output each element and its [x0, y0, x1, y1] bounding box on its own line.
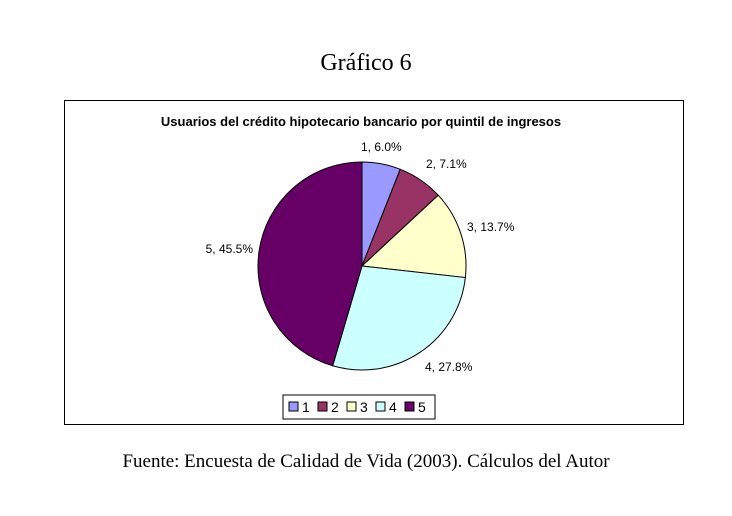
- legend-label-4: 4: [389, 399, 397, 415]
- slice-labels: 1, 6.0% 2, 7.1% 3, 13.7% 4, 27.8% 5, 45.5%: [206, 140, 515, 374]
- legend-swatch-2: [317, 401, 328, 412]
- chart-frame: Usuarios del crédito hipotecario bancari…: [64, 100, 684, 425]
- legend-swatch-5: [404, 401, 415, 412]
- legend-swatch-1: [288, 401, 299, 412]
- legend-label-5: 5: [418, 399, 426, 415]
- legend-swatch-3: [346, 401, 357, 412]
- slice-label-2: 2, 7.1%: [426, 157, 467, 171]
- source-note: Fuente: Encuesta de Calidad de Vida (200…: [122, 451, 610, 472]
- legend-label-3: 3: [360, 399, 368, 415]
- pie-slice-3: [360, 194, 467, 279]
- figure-caption: Gráfico 6: [320, 50, 412, 76]
- pie-chart: Usuarios del crédito hipotecario bancari…: [161, 114, 561, 420]
- chart-title: Usuarios del crédito hipotecario bancari…: [161, 114, 561, 129]
- chart-legend: 1 2 3 4 5: [282, 394, 436, 420]
- slice-label-4: 4, 27.8%: [425, 360, 473, 374]
- slice-label-3: 3, 13.7%: [467, 220, 515, 234]
- slice-label-1: 1, 6.0%: [361, 140, 402, 154]
- legend-swatch-4: [375, 401, 386, 412]
- pie-slice-4: [332, 265, 466, 371]
- pie-slice-5: [257, 161, 363, 367]
- legend-label-2: 2: [331, 399, 339, 415]
- pie-slices: [257, 161, 467, 371]
- legend-label-1: 1: [302, 399, 310, 415]
- slice-label-5: 5, 45.5%: [206, 242, 254, 256]
